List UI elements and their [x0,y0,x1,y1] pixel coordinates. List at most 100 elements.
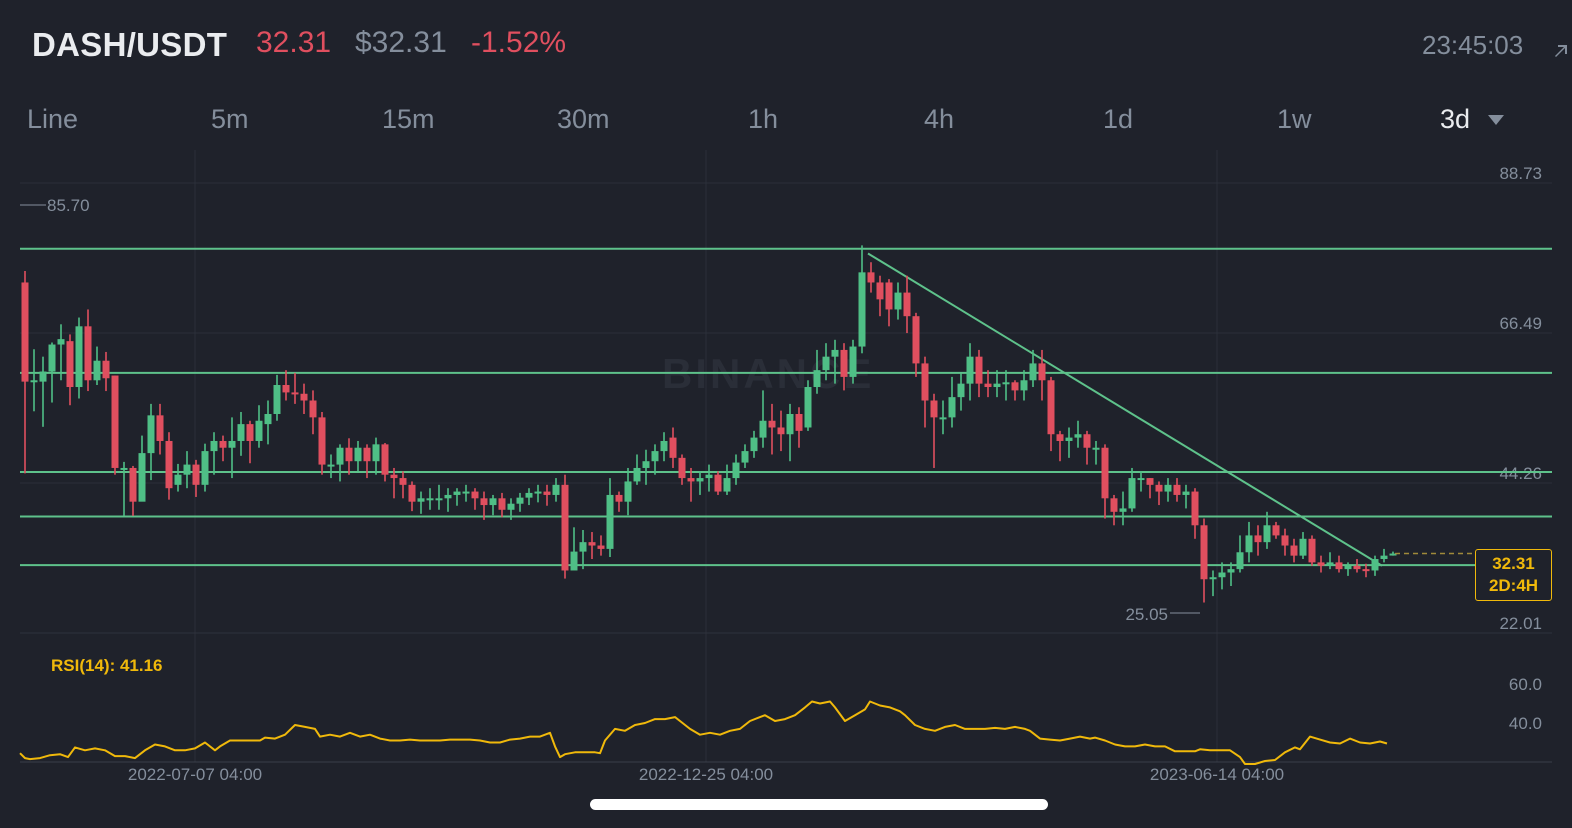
downtrend-line[interactable] [867,252,1383,567]
candle-body [867,272,875,283]
candle-body [1299,538,1307,556]
candle-body [1182,491,1190,495]
candle-body [1218,572,1226,578]
candle-body [777,427,785,435]
candle-body [1362,569,1370,572]
tab-15m[interactable]: 15m [382,104,435,134]
candle-body [165,440,173,489]
candle-body [363,447,371,462]
rsi-axis-label: 40.0 [1509,714,1542,733]
x-axis-label: 2023-06-14 04:00 [1150,765,1284,780]
candle-body [930,400,938,418]
candle-body [1110,498,1118,512]
trading-pair[interactable]: DASH/USDT [32,26,228,63]
candle-body [570,551,578,571]
candle-body [201,451,209,485]
candle-body [1056,434,1064,441]
candle-body [30,380,38,383]
candle-body [174,474,182,485]
candle-body [948,397,956,418]
candle-body [723,478,731,492]
candle-body [543,491,551,495]
candle-body [885,282,893,310]
candle-body [615,494,623,502]
candle-body [480,498,488,506]
candle-body [597,545,605,549]
candle-body [552,484,560,495]
candle-body [831,349,839,357]
tab-line[interactable]: Line [27,104,79,134]
candle-body [669,437,677,458]
candle-body [255,420,263,441]
candle-body [1290,545,1298,556]
candle-body [48,344,56,372]
price-change-percent: -1.52% [471,26,567,59]
last-price-box: 32.31 2D:4H [1475,549,1552,601]
candle-body [804,387,812,428]
candle-body [687,478,695,482]
y-axis-label: 88.73 [1499,164,1542,183]
candle-body [453,491,461,495]
candle-body [1155,484,1163,492]
candle-body [120,467,128,470]
candle-body [849,346,857,377]
candle-body [129,467,137,502]
candle-body [291,392,299,395]
candle-body [588,542,596,546]
candle-body [1065,437,1073,441]
x-axis-label: 2022-07-07 04:00 [128,765,262,780]
candle-body [498,498,506,510]
last-price-box-price: 32.31 [1492,554,1535,573]
candle-body [1047,380,1055,435]
candle-body [426,498,434,501]
candle-body [858,272,866,347]
candle-body [1011,382,1019,391]
candle-body [1308,538,1316,563]
candle-body [318,417,326,465]
tab-4h[interactable]: 4h [924,104,955,134]
candle-body [1227,569,1235,573]
home-indicator[interactable] [590,799,1048,810]
y-axis-label: 66.49 [1499,314,1542,333]
candle-body [705,474,713,479]
candle-body [1281,535,1289,546]
rsi-label: RSI(14): 41.16 [51,656,163,675]
candle-body [651,451,659,462]
candle-body [345,447,353,462]
candle-body [1146,478,1154,485]
candle-body [282,384,290,393]
candle-body [1263,525,1271,543]
last-price: 32.31 [256,26,332,59]
usd-price: $32.31 [355,26,447,59]
candle-body [1245,535,1253,553]
candle-body [75,326,83,388]
interval-dropdown-caret-icon[interactable] [1488,115,1504,125]
candle-body [1191,491,1199,526]
candle-body [147,415,155,454]
candle-body [273,384,281,414]
tab-5m[interactable]: 5m [211,104,249,134]
candle-body [516,497,524,504]
candle-body [156,415,164,441]
candle-body [183,464,191,475]
interval-tabs: Line 5m 15m 30m 1h 4h 1d 1w 3d [0,100,1572,144]
candle-body [633,467,641,482]
candle-body [219,440,227,448]
candlestick-chart[interactable]: 88.73 66.49 44.26 22.01 60.0 40.0 2022-07-07 0… [0,150,1572,780]
candle-body [1020,380,1028,391]
expand-arrow-icon[interactable] [1553,40,1572,60]
candle-body [714,474,722,492]
tab-1w[interactable]: 1w [1277,104,1312,134]
candle-body [336,447,344,465]
candle-body [462,491,470,494]
candle-body [471,491,479,499]
candle-body [417,498,425,502]
tab-1h[interactable]: 1h [748,104,779,134]
candle-body [102,360,110,379]
tab-3d[interactable]: 3d [1440,104,1471,134]
candle-body [696,478,704,482]
candle-body [1353,565,1361,570]
tab-1d[interactable]: 1d [1103,104,1134,134]
tab-30m[interactable]: 30m [557,104,610,134]
candle-body [390,474,398,479]
